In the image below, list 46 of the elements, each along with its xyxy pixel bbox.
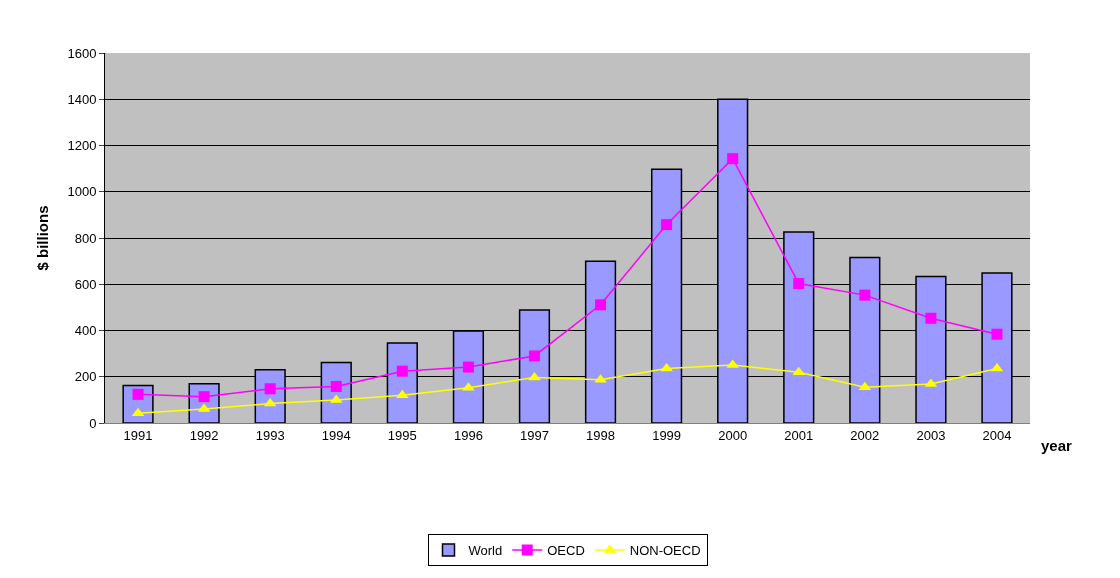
point [792, 366, 806, 376]
x-tick-label: 1994 [321, 427, 351, 443]
x-tick-label: 2002 [850, 427, 880, 443]
y-axis-title: $ billions [33, 205, 51, 271]
point [990, 362, 1004, 372]
x-tick-label: 1992 [189, 427, 219, 443]
y-tick-label: 200 [74, 369, 97, 385]
x-tick-label: 1996 [453, 427, 483, 443]
legend-label: NON-OECD [629, 543, 701, 559]
y-tick-label: 1400 [67, 91, 97, 107]
x-axis-title: year [1041, 437, 1073, 454]
point [264, 383, 276, 395]
x-tick-label: 2004 [982, 427, 1012, 443]
legend-label: World [468, 543, 503, 559]
x-tick-label: 1993 [255, 427, 285, 443]
x-tick-label: 1991 [123, 427, 153, 443]
point [859, 289, 871, 301]
point [528, 371, 541, 381]
point [462, 361, 474, 373]
x-tick-label: 1999 [652, 427, 682, 443]
y-tick-label: 400 [74, 323, 97, 339]
x-tick-label: 2000 [718, 427, 748, 443]
point [131, 407, 145, 417]
y-tick-label: 800 [74, 230, 97, 246]
point [793, 278, 805, 290]
x-tick-label: 1998 [586, 427, 615, 443]
y-tick-label: 1600 [67, 45, 97, 61]
x-tick-label: 2003 [916, 427, 946, 443]
point [660, 362, 673, 372]
x-tick-label: 2001 [784, 427, 814, 443]
point [330, 380, 342, 392]
point [991, 328, 1003, 340]
x-tick-label: 1995 [387, 427, 417, 443]
legend-label: OECD [547, 543, 585, 559]
y-tick-label: 600 [74, 276, 97, 292]
point [925, 312, 937, 324]
point [132, 388, 144, 400]
y-tick-label: 0 [89, 415, 97, 431]
point [727, 153, 739, 165]
point [661, 219, 673, 231]
point [396, 365, 408, 377]
point [528, 350, 540, 362]
y-tick-label: 1200 [67, 138, 97, 154]
point [595, 299, 607, 311]
y-tick-label: 1000 [67, 184, 97, 200]
x-tick-label: 1997 [520, 427, 549, 443]
